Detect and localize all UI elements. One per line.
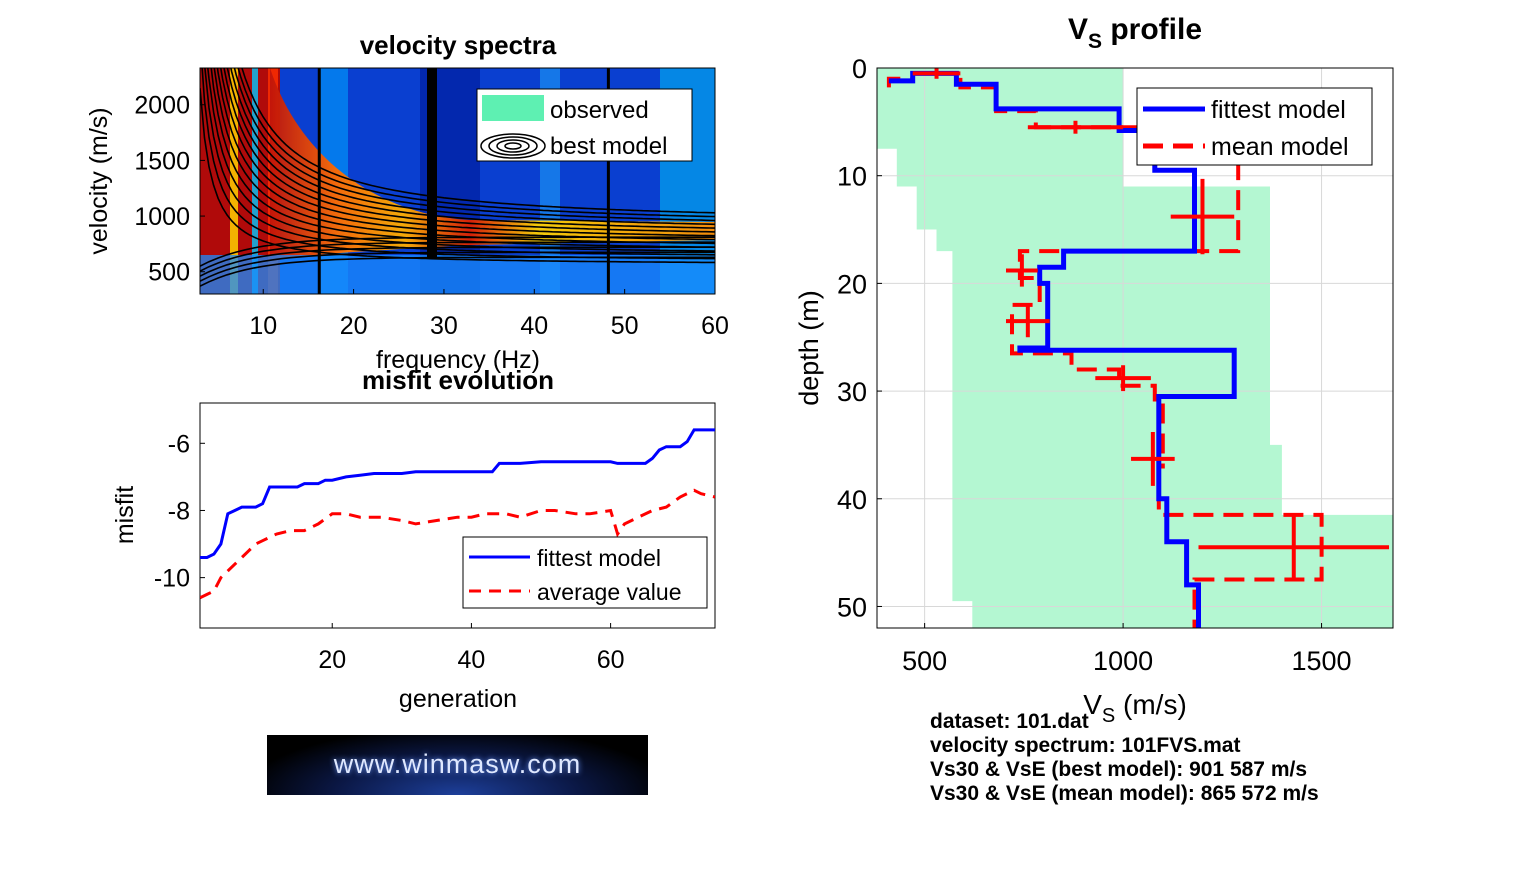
legend-profile-mean-label: mean model (1211, 133, 1349, 161)
velocity-spectra-panel: 10 20 30 40 50 60 500 1000 1500 2000 velocity spe… (85, 30, 729, 374)
dataset-line: dataset: 101.dat (930, 710, 1089, 733)
misfit-xtick-label: 60 (597, 646, 625, 674)
spectra-ytick-label: 1500 (134, 147, 190, 175)
spectra-ytick-label: 2000 (134, 92, 190, 120)
mean-model-line (886, 71, 1324, 628)
mode-contour (200, 256, 715, 287)
fittest-model-line (888, 70, 1237, 628)
profile-xtick-label: 1500 (1292, 646, 1352, 676)
mode-contour (233, 68, 715, 222)
spectra-ytick-label: 1000 (134, 203, 190, 231)
mode-contour (219, 68, 715, 237)
profile-ytick-label: 30 (837, 377, 867, 407)
misfit-xtick-label: 40 (458, 646, 486, 674)
profile-tick-labels: 500 1000 1500 0 10 20 30 40 50 (837, 54, 1352, 676)
spectrum-dense-contours (427, 68, 437, 258)
misfit-ytick-label: -6 (168, 430, 190, 458)
spectrum-energy-band (270, 68, 715, 260)
profile-axes-box (876, 67, 1394, 629)
profile-grid (877, 68, 1393, 628)
mode-contour (207, 68, 715, 252)
mode-contour (241, 68, 715, 214)
mode-contour (210, 68, 715, 248)
mode-contour (200, 88, 715, 264)
spectrum-stripe (252, 68, 258, 294)
misfit-ytick-label: -8 (168, 497, 190, 525)
profile-xlabel: VS (m/s) (1083, 689, 1187, 727)
spectra-xtick-label: 50 (611, 312, 639, 340)
spectra-axes-box (199, 67, 716, 295)
average-value-misfit-line (200, 488, 715, 600)
spectra-xtick-label: 10 (249, 312, 277, 340)
profile-ytick-label: 20 (837, 269, 867, 299)
velocity-spectrum-line: velocity spectrum: 101FVS.mat (930, 734, 1241, 757)
profile-legend: fittest model mean model (1136, 87, 1373, 166)
misfit-tick-labels: 20 40 60 -6 -8 -10 (154, 430, 625, 674)
legend-best-model-swatch (480, 133, 546, 159)
mode-contour (200, 236, 715, 267)
misfit-ytick-label: -10 (154, 565, 190, 593)
spectra-xtick-label: 30 (430, 312, 458, 340)
legend-fittest-label: fittest model (537, 545, 661, 571)
profile-ytick-label: 10 (837, 162, 867, 192)
mode-contour (200, 241, 715, 272)
mode-contour (223, 68, 715, 233)
banner-text: www.winmasw.com (333, 749, 582, 779)
profile-ytick-label: 50 (837, 592, 867, 622)
spectra-tick-labels: 10 20 30 40 50 60 500 1000 1500 2000 (134, 92, 729, 340)
legend-best-model-label: best model (550, 133, 667, 160)
misfit-title: misfit evolution (362, 365, 554, 395)
profile-xtick-label: 500 (902, 646, 947, 676)
spectra-title: velocity spectra (360, 30, 557, 60)
best-model-contours (200, 68, 715, 294)
spectra-ylabel: velocity (m/s) (85, 107, 113, 254)
misfit-legend-box (462, 536, 708, 609)
mode-contour (230, 68, 715, 226)
spectrum-heatmap (200, 68, 715, 294)
profile-legend-box (1136, 87, 1373, 166)
mode-contour (226, 68, 715, 229)
legend-profile-fittest-label: fittest model (1211, 96, 1346, 124)
mean-model-vs30-line: Vs30 & VsE (mean model): 865 572 m/s (930, 782, 1319, 805)
legend-average-label: average value (537, 579, 682, 605)
model-summary: dataset: 101.dat velocity spectrum: 101F… (930, 710, 1319, 806)
profile-ytick-label: 40 (837, 485, 867, 515)
spectra-xtick-label: 60 (701, 312, 729, 340)
mode-contour (200, 246, 715, 277)
spectra-xtick-label: 20 (340, 312, 368, 340)
mode-contour (200, 251, 715, 282)
fittest-model-misfit-line (200, 428, 715, 559)
best-model-vs30-line: Vs30 & VsE (best model): 901 587 m/s (930, 758, 1308, 781)
spectra-xlabel: frequency (Hz) (376, 346, 540, 374)
misfit-xtick-label: 20 (318, 646, 346, 674)
legend-observed-label: observed (550, 97, 649, 124)
spectra-xtick-label: 40 (520, 312, 548, 340)
misfit-legend: fittest model average value (462, 536, 708, 609)
misfit-xlabel: generation (399, 685, 517, 713)
mode-contour (204, 68, 715, 256)
profile-xtick-label: 1000 (1093, 646, 1153, 676)
spectrum-low-velocity-zone (200, 255, 715, 294)
profile-title: VS profile (1068, 13, 1202, 53)
legend-observed-swatch (482, 95, 544, 121)
mean-model-error-bars (912, 68, 1390, 580)
spectra-ytick-label: 500 (148, 259, 190, 287)
misfit-ylabel: misfit (111, 486, 139, 544)
winmasw-banner[interactable]: www.winmasw.com (267, 735, 648, 795)
mode-contour (237, 68, 715, 218)
profile-ylabel: depth (m) (794, 290, 824, 406)
misfit-evolution-panel: 20 40 60 -6 -8 -10 misfit evolution generatio… (111, 365, 716, 713)
vs-profile-panel: 500 1000 1500 0 10 20 30 40 50 VS profile VS (m/… (794, 13, 1394, 727)
profile-ytick-label: 0 (852, 54, 867, 84)
spectra-legend: observed best model (476, 88, 693, 162)
